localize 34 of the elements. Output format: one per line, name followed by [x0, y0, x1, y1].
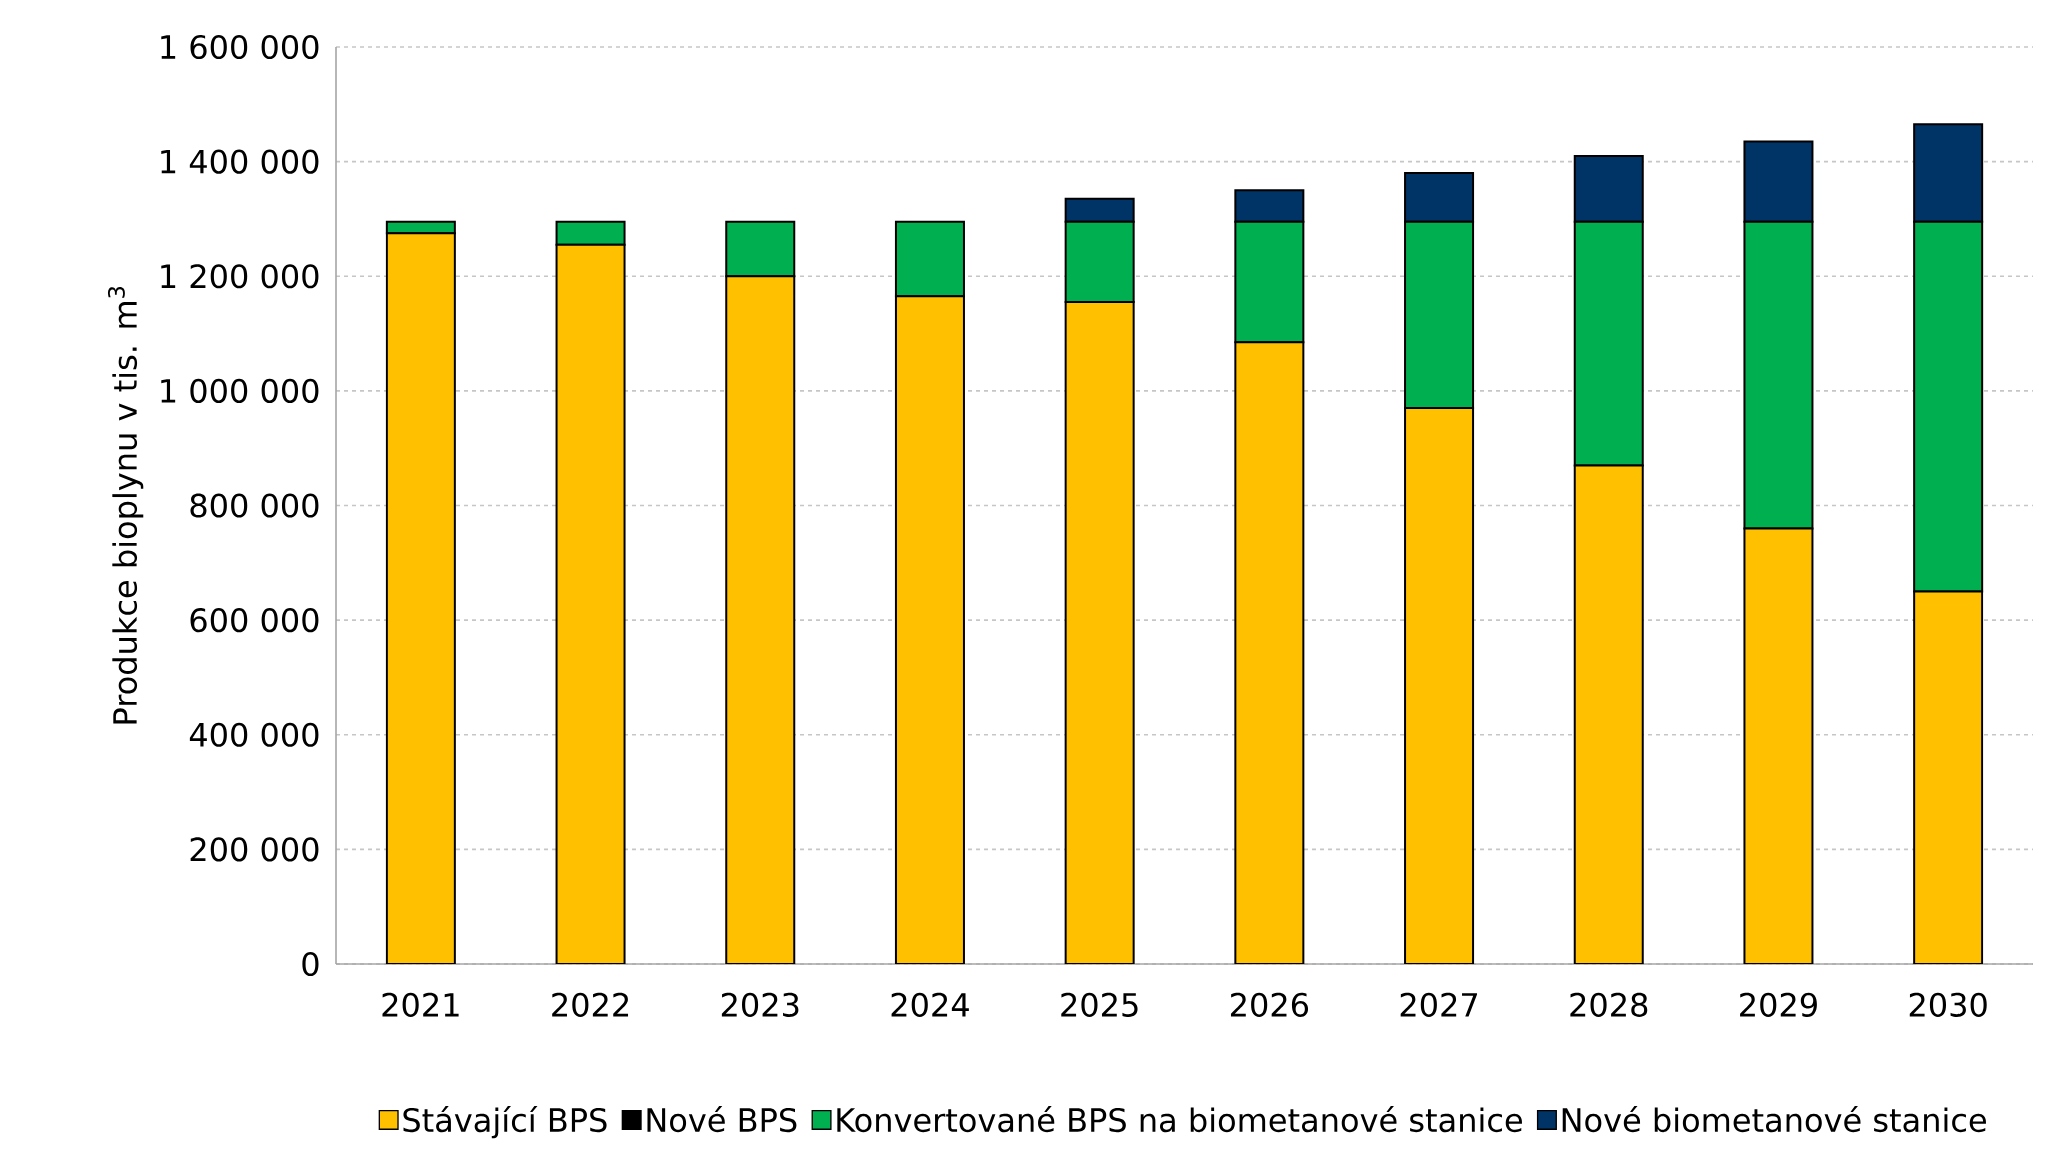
legend-label: Nové BPS: [647, 1106, 797, 1133]
legend-label: Nové biometanové stanice: [1562, 1106, 1986, 1133]
y-tick-label: 0: [302, 951, 319, 977]
x-tick-label: 2021: [382, 992, 459, 1017]
y-tick-label: 1 200 000: [161, 264, 319, 289]
y-tick-label: 400 000: [189, 722, 319, 747]
y-tick-label: 1 600 000: [161, 34, 319, 60]
bar: [1743, 527, 1814, 964]
bar: [1404, 407, 1475, 964]
x-tick-label: 2029: [1740, 992, 1817, 1017]
y-tick-label: 1 000 000: [161, 378, 319, 403]
bar: [385, 232, 456, 964]
x-tick-label: 2022: [552, 992, 629, 1017]
x-tick-label: 2028: [1570, 992, 1648, 1017]
y-tick-label: 1 400 000: [161, 149, 319, 174]
y-tick-label: 800 000: [190, 493, 319, 518]
x-tick-label: 2023: [721, 992, 799, 1017]
x-tick-label: 2024: [891, 992, 969, 1017]
bar: [555, 243, 626, 964]
bar: [894, 295, 965, 964]
bar: [725, 275, 796, 964]
x-tick-label: 2026: [1230, 992, 1309, 1017]
y-tick-label: 600 000: [190, 608, 319, 633]
x-tick-label: 2030: [1909, 992, 1987, 1017]
y-tick-label: 200 000: [190, 837, 319, 862]
y-axis-title: Produkce bioplynu v tis. m$^{3}$: [107, 286, 144, 724]
bar: [1913, 590, 1984, 964]
bar: [1064, 301, 1135, 964]
x-tick-label: 2025: [1061, 992, 1138, 1017]
bar: [1573, 464, 1644, 964]
bar: [1234, 341, 1305, 964]
legend-label: Stávající BPS: [403, 1106, 607, 1139]
x-tick-label: 2027: [1400, 992, 1478, 1017]
legend-label: Konvertované BPS na biometanové stanice: [837, 1106, 1522, 1133]
